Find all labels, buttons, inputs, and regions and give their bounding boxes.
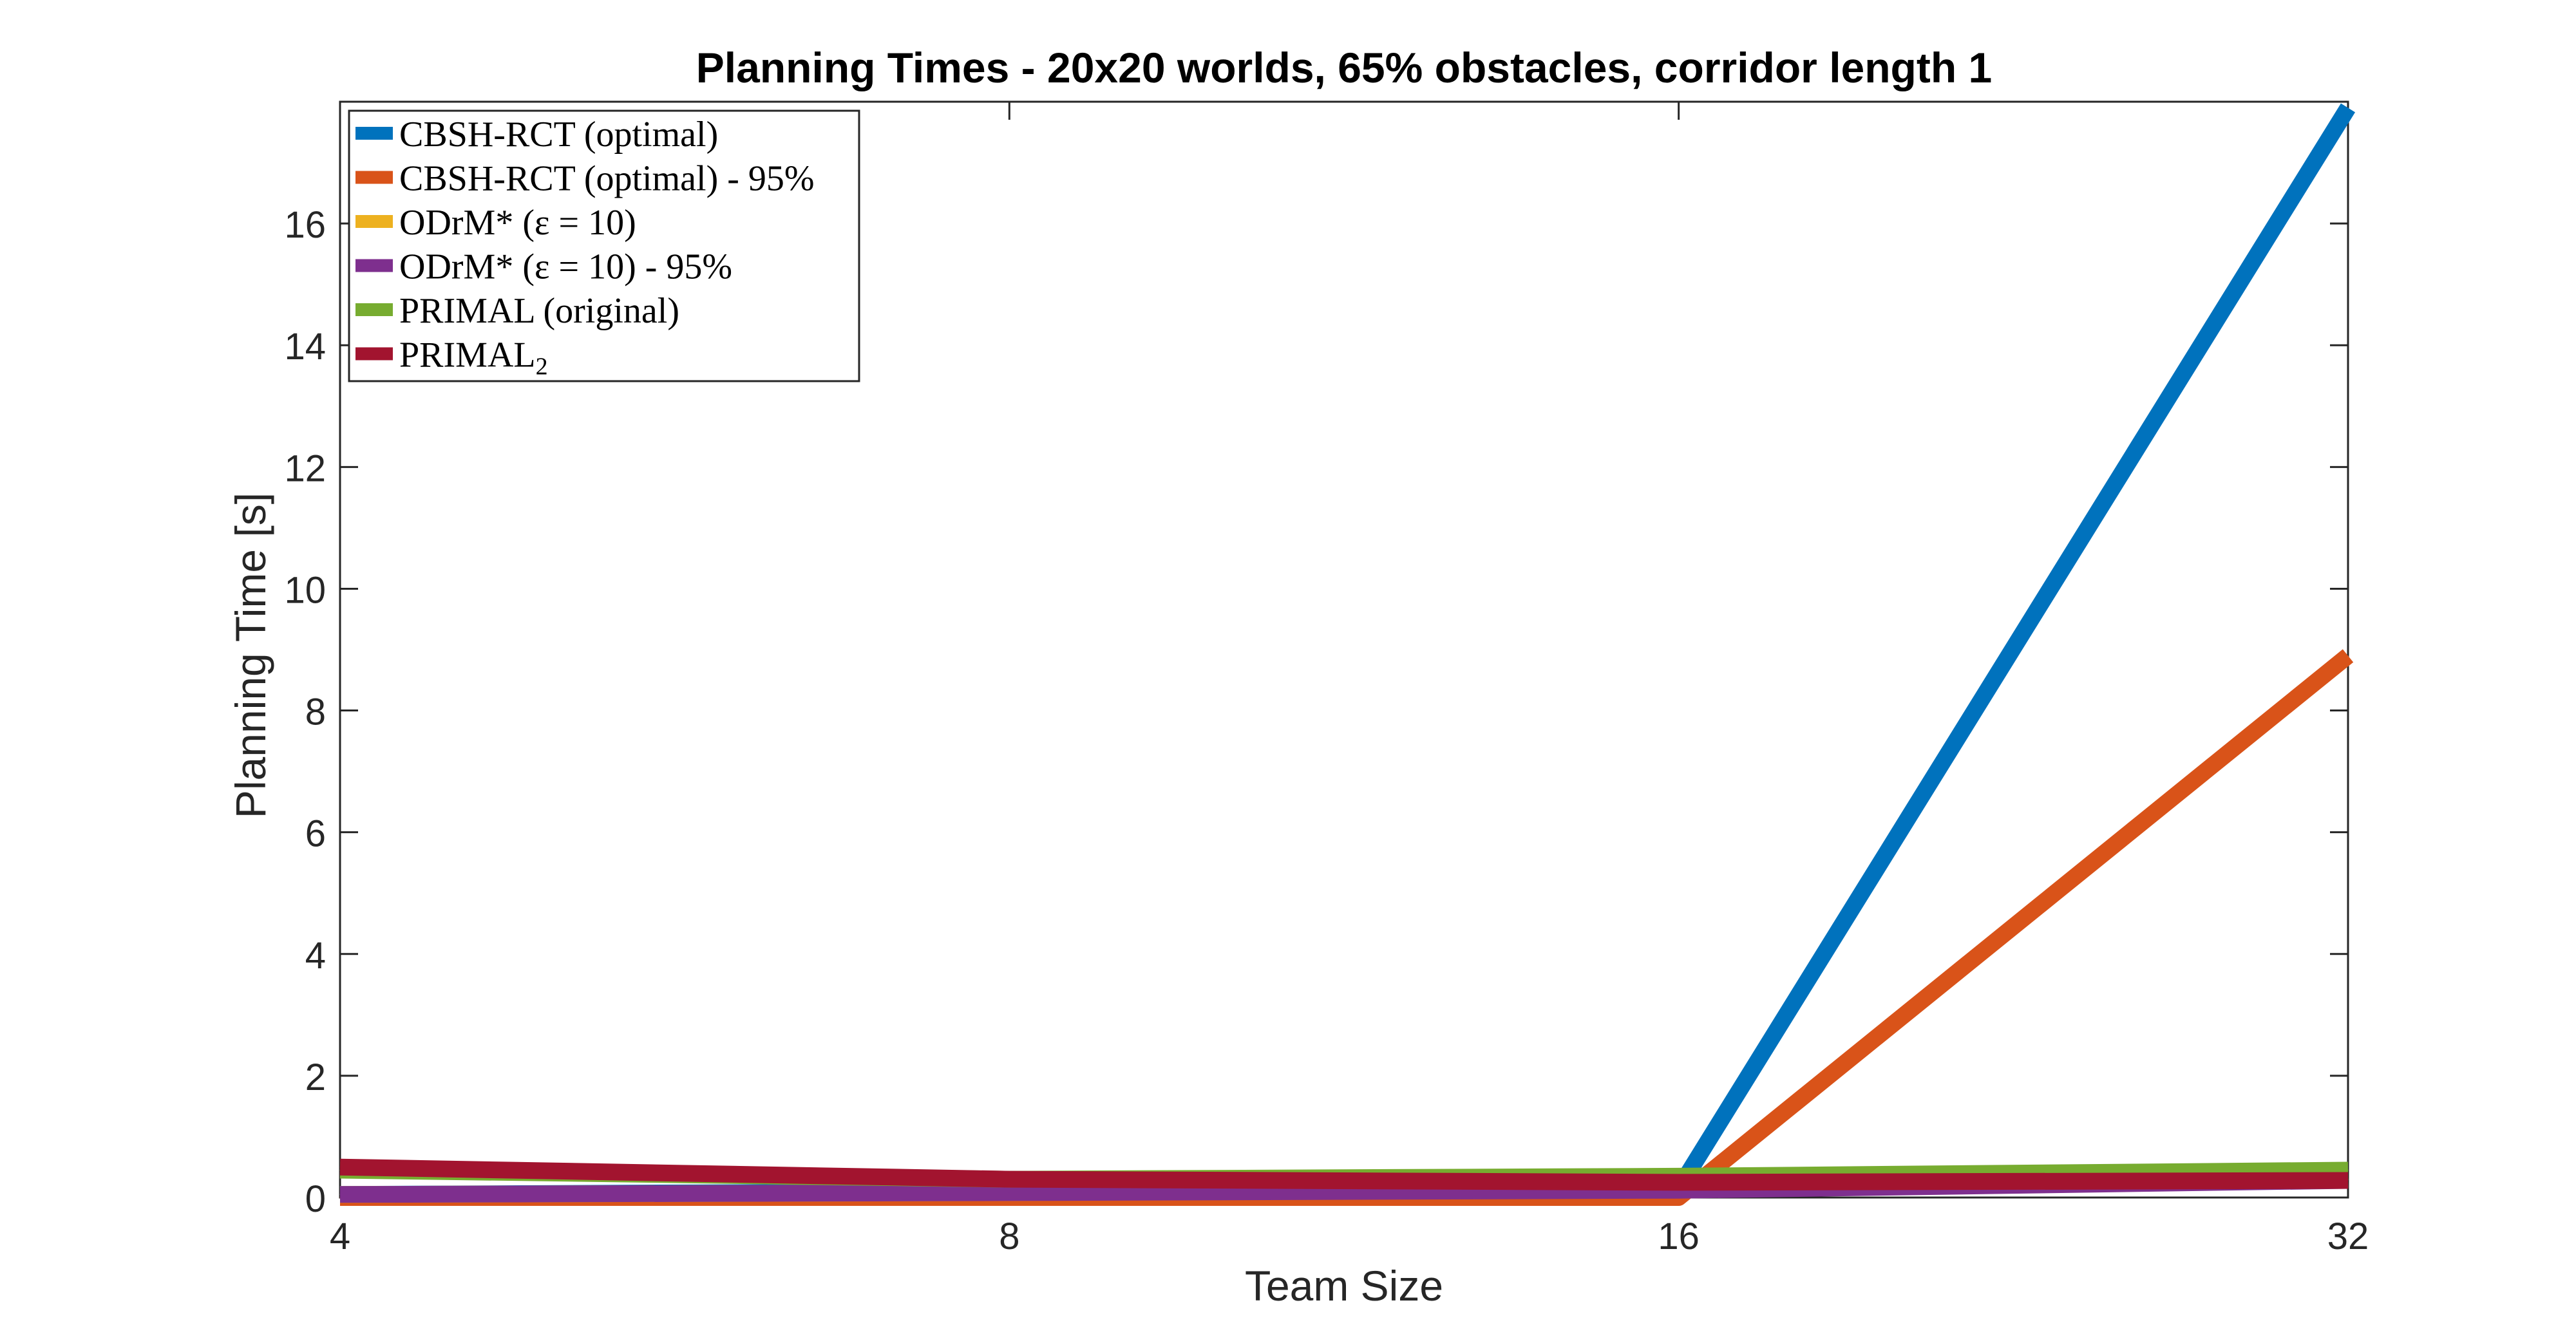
data-point	[2347, 1180, 2349, 1181]
y-tick-label: 6	[305, 813, 326, 855]
x-axis-label: Team Size	[1245, 1262, 1443, 1310]
data-point	[1009, 1192, 1010, 1193]
y-tick-label: 12	[284, 447, 326, 489]
series-line-2	[340, 649, 2354, 1206]
legend: CBSH-RCT (optimal)CBSH-RCT (optimal) - 9…	[348, 109, 860, 382]
legend-label: PRIMAL2	[399, 335, 548, 380]
series-line-6	[339, 1158, 2349, 1191]
legend-label: CBSH-RCT (optimal) - 95%	[399, 159, 815, 199]
y-tick-label: 4	[305, 935, 326, 977]
legend-label: ODrM* (ε = 10)	[399, 203, 636, 243]
x-tick-label: 8	[999, 1216, 1019, 1257]
x-tick-label: 32	[2327, 1216, 2369, 1257]
legend-label: PRIMAL (original)	[399, 291, 679, 331]
y-axis-label: Planning Time [s]	[227, 493, 274, 818]
y-tick-label: 10	[284, 569, 326, 611]
y-tick-label: 0	[305, 1178, 326, 1220]
series-lines	[339, 103, 2356, 1206]
chart-title: Planning Times - 20x20 worlds, 65% obsta…	[696, 44, 1992, 91]
y-tick-label: 16	[284, 204, 326, 246]
x-tick-label: 16	[1658, 1216, 1700, 1257]
legend-label: ODrM* (ε = 10) - 95%	[399, 247, 732, 287]
x-tick-label: 4	[330, 1216, 350, 1257]
y-tick-label: 2	[305, 1057, 326, 1098]
legend-box	[348, 109, 860, 382]
data-point	[2347, 655, 2349, 656]
data-point	[1678, 1181, 1680, 1183]
data-point	[339, 1194, 341, 1195]
y-tick-label: 8	[305, 691, 326, 733]
y-tick-label: 14	[284, 326, 326, 368]
legend-label: CBSH-RCT (optimal)	[399, 115, 718, 155]
